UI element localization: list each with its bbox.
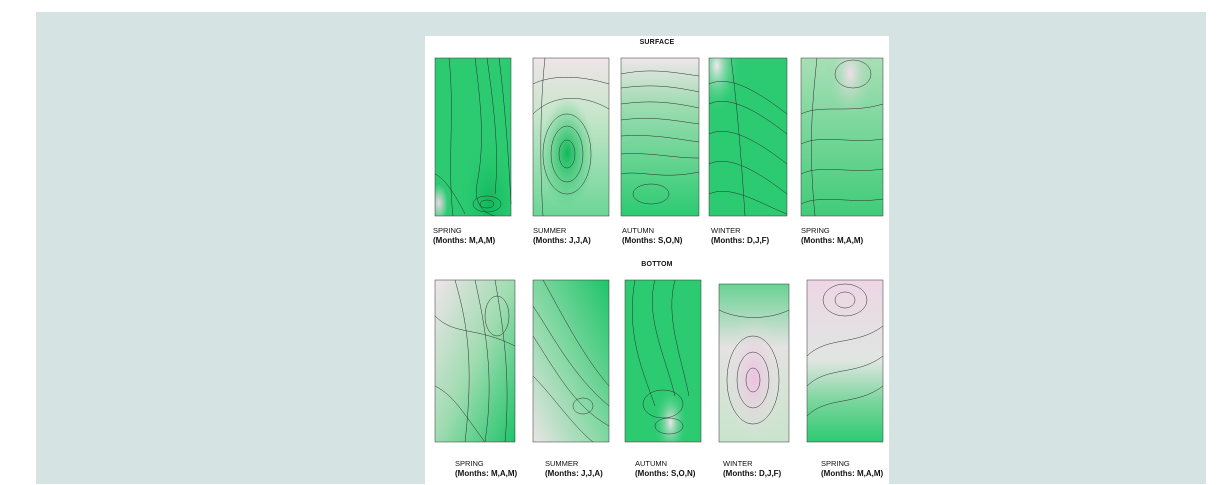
bottom-season-3: AUTUMN [635,459,668,468]
bottom-months-5: (Months: M,A,M) [821,469,884,478]
surface-contour-plot-4 [708,57,788,217]
bottom-months-2: (Months: J,J,A) [545,469,603,478]
surface-season-1: SPRING [433,226,462,235]
surface-panel-2 [523,54,611,224]
surface-contour-plot-2 [532,57,610,217]
bottom-panel-1 [425,276,517,448]
bottom-caption-1: SPRING (Months: M,A,M) [455,459,517,479]
bottom-season-1: SPRING [455,459,484,468]
surface-panel-3 [611,54,701,224]
bottom-contour-plot-2 [532,279,610,443]
bottom-season-4: WINTER [723,459,753,468]
bottom-caption-2: SUMMER (Months: J,J,A) [545,459,603,479]
bottom-months-4: (Months: D,J,F) [723,469,782,478]
surface-caption-4: WINTER (Months: D,J,F) [711,226,769,246]
surface-months-4: (Months: D,J,F) [711,236,770,245]
bottom-title: BOTTOM [641,261,673,268]
bottom-months-1: (Months: M,A,M) [455,469,518,478]
surface-months-1: (Months: M,A,M) [433,236,496,245]
bottom-caption-3: AUTUMN (Months: S,O,N) [635,459,695,479]
surface-months-3: (Months: S,O,N) [622,236,683,245]
bottom-caption-5: SPRING (Months: M,A,M) [821,459,883,479]
surface-caption-3: AUTUMN (Months: S,O,N) [622,226,682,246]
bottom-contour-plot-1 [434,279,516,443]
contour-figure: SURFACE BOTTOM [425,36,889,484]
bottom-panel-5 [797,276,887,448]
surface-season-2: SUMMER [533,226,567,235]
surface-season-5: SPRING [801,226,830,235]
bottom-contour-plot-3 [624,279,702,443]
surface-months-2: (Months: J,J,A) [533,236,591,245]
surface-season-3: AUTUMN [622,226,655,235]
surface-caption-2: SUMMER (Months: J,J,A) [533,226,591,246]
surface-caption-5: SPRING (Months: M,A,M) [801,226,863,246]
surface-title: SURFACE [639,39,675,46]
surface-contour-plot-5 [800,57,884,217]
surface-panel-5 [791,54,887,224]
surface-panel-4 [701,54,789,224]
bottom-contour-plot-5 [806,279,884,443]
surface-contour-plot-3 [620,57,700,217]
bottom-season-5: SPRING [821,459,850,468]
surface-season-4: WINTER [711,226,741,235]
bottom-contour-plot-4 [718,283,790,443]
surface-contour-plot-1 [434,57,512,217]
bottom-panel-4 [709,280,791,448]
surface-months-5: (Months: M,A,M) [801,236,864,245]
bottom-panel-3 [615,276,703,448]
bottom-caption-4: WINTER (Months: D,J,F) [723,459,781,479]
surface-caption-1: SPRING (Months: M,A,M) [433,226,495,246]
figure-background: SURFACE BOTTOM [36,12,1206,484]
bottom-season-2: SUMMER [545,459,579,468]
surface-panel-1 [425,54,513,224]
bottom-panel-2 [523,276,611,448]
bottom-months-3: (Months: S,O,N) [635,469,696,478]
